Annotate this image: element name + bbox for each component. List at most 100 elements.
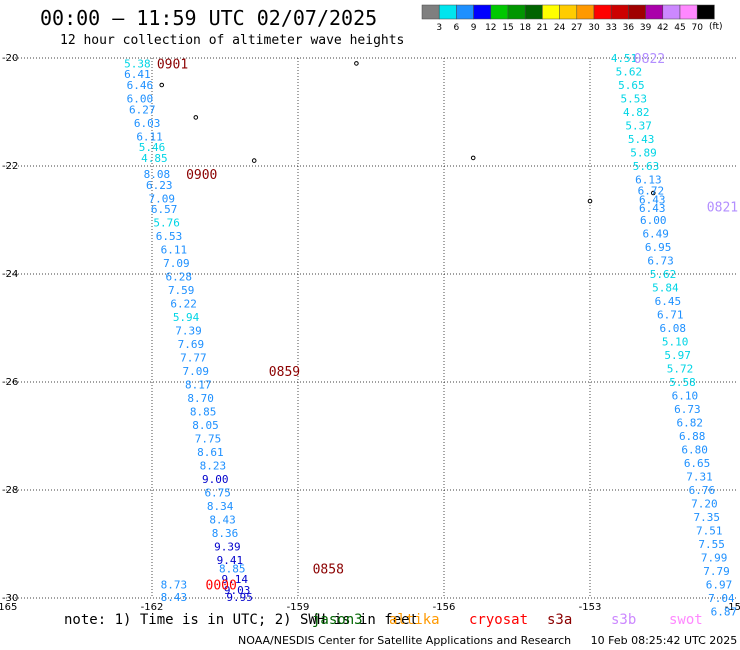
colorbar-swatch bbox=[696, 4, 715, 20]
wave-height-point: 7.09 bbox=[163, 257, 190, 270]
y-tick-label: -24 bbox=[2, 269, 18, 280]
wave-height-point: 6.87 bbox=[711, 606, 738, 619]
page-subtitle: 12 hour collection of altimeter wave hei… bbox=[60, 33, 405, 48]
wave-height-point: 5.76 bbox=[153, 217, 180, 230]
y-tick-label: -26 bbox=[2, 377, 18, 388]
island-marker bbox=[587, 198, 593, 204]
wave-height-point: 9.14 bbox=[221, 573, 248, 586]
colorbar-tick-label: 36 bbox=[623, 23, 635, 33]
wave-height-point: 6.13 bbox=[635, 174, 662, 187]
wave-height-point: 9.00 bbox=[202, 473, 229, 486]
wave-height-point: 6.00 bbox=[127, 93, 154, 106]
wave-height-point: 5.37 bbox=[625, 120, 652, 133]
island-marker bbox=[159, 82, 165, 88]
satellite-legend-item: altika bbox=[389, 612, 440, 628]
wave-height-point: 5.53 bbox=[621, 93, 648, 106]
y-tick-label: -30 bbox=[2, 593, 18, 604]
x-tick-label: -156 bbox=[433, 602, 456, 613]
wave-height-point: 8.43 bbox=[161, 591, 188, 604]
x-tick-label: -159 bbox=[287, 602, 310, 613]
wave-height-point: 6.28 bbox=[166, 271, 193, 284]
wave-height-point: 7.79 bbox=[703, 565, 730, 578]
satellite-legend-item: cryosat bbox=[469, 612, 529, 628]
wave-height-point: 8.34 bbox=[207, 500, 234, 513]
wave-height-point: 5.62 bbox=[616, 66, 643, 79]
colorbar-tick-label: 9 bbox=[471, 23, 477, 33]
colorbar-tick-label: 39 bbox=[640, 23, 652, 33]
y-tick-label: -28 bbox=[2, 485, 18, 496]
wave-height-point: 4.82 bbox=[623, 106, 650, 119]
pass-time-label: 0858 bbox=[313, 562, 344, 577]
wave-height-point: 5.84 bbox=[652, 282, 679, 295]
wave-height-point: 6.73 bbox=[674, 403, 701, 416]
wave-height-point: 7.55 bbox=[698, 538, 725, 551]
wave-height-point: 8.85 bbox=[219, 562, 246, 575]
colorbar-tick-label: 27 bbox=[571, 23, 582, 33]
pass-time-label: 0822 bbox=[634, 52, 665, 67]
wave-height-point: 8.36 bbox=[212, 527, 239, 540]
island-marker bbox=[354, 61, 359, 66]
pass-time-label: 0821 bbox=[707, 201, 738, 216]
wave-height-point: 7.39 bbox=[175, 325, 202, 338]
wave-height-point: 6.76 bbox=[689, 484, 716, 497]
wave-height-point: 6.88 bbox=[679, 430, 706, 443]
wave-height-point: 6.71 bbox=[657, 309, 684, 322]
wave-height-point: 8.73 bbox=[161, 579, 188, 592]
wave-height-point: 6.73 bbox=[647, 255, 674, 268]
satellite-legend-item: jason3 bbox=[312, 612, 363, 628]
wave-height-point: 5.97 bbox=[664, 349, 691, 362]
island-marker bbox=[251, 158, 257, 163]
wave-height-point: 5.10 bbox=[662, 336, 689, 349]
island-marker bbox=[470, 155, 476, 161]
wave-height-point: 6.43 bbox=[639, 193, 666, 206]
wave-height-point: 5.43 bbox=[628, 133, 655, 146]
wave-height-point: 6.53 bbox=[156, 230, 183, 243]
color-legend: 3 6 9 12 15 18 21 24 27 30 33 36 39 42 45 70 bbox=[421, 4, 715, 33]
wave-height-point: 5.58 bbox=[669, 376, 696, 389]
pass-time-label: 0901 bbox=[157, 57, 188, 72]
colorbar-unit-label: (ft) bbox=[709, 22, 723, 32]
wave-height-point: 4.51 bbox=[611, 52, 638, 65]
wave-height-point: 6.95 bbox=[645, 241, 672, 254]
wave-height-point: 6.08 bbox=[659, 322, 686, 335]
wave-height-point: 7.31 bbox=[686, 471, 713, 484]
island-marker bbox=[650, 190, 656, 196]
wave-height-point: 6.80 bbox=[681, 444, 708, 457]
pass-time-label: 0859 bbox=[269, 365, 300, 380]
wave-height-point: 6.22 bbox=[170, 298, 197, 311]
wave-height-point: 5.62 bbox=[650, 268, 677, 281]
colorbar-tick-label: 24 bbox=[554, 23, 566, 33]
wave-height-point: 6.27 bbox=[129, 103, 156, 116]
x-tick-label: -150 bbox=[725, 602, 740, 613]
wave-height-point: 8.43 bbox=[209, 514, 236, 527]
wave-height-point: 8.70 bbox=[187, 392, 214, 405]
wave-height-point: 6.43 bbox=[639, 202, 666, 215]
wave-height-point: 8.05 bbox=[192, 419, 219, 432]
footer-timestamp: 10 Feb 08:25:42 UTC 2025 bbox=[590, 634, 738, 647]
wave-height-point: 9.41 bbox=[217, 554, 244, 567]
colorbar-tick-label: 33 bbox=[605, 23, 616, 33]
wave-height-point: 7.59 bbox=[168, 284, 195, 297]
wave-height-point: 6.97 bbox=[706, 579, 733, 592]
wave-height-point: 8.85 bbox=[190, 406, 217, 419]
wave-height-point: 7.99 bbox=[701, 552, 728, 565]
colorbar-tick-label: 15 bbox=[502, 23, 513, 33]
colorbar-tick-label: 70 bbox=[691, 23, 703, 33]
note-text: note: 1) Time is in UTC; 2) SWH is in fe… bbox=[64, 612, 419, 628]
wave-height-point: 8.17 bbox=[185, 379, 212, 392]
satellite-legend-item: s3b bbox=[611, 612, 637, 628]
wave-height-point: 5.89 bbox=[630, 147, 657, 160]
wave-height-point: 8.08 bbox=[144, 168, 171, 181]
wave-height-point: 7.77 bbox=[180, 352, 207, 365]
footer: NOAA/NESDIS Center for Satellite Applica… bbox=[238, 634, 737, 647]
colorbar-tick-label: 3 bbox=[436, 23, 442, 33]
wave-height-point: 4.85 bbox=[141, 152, 168, 165]
page-title: 00:00 – 11:59 UTC 02/07/2025 bbox=[40, 6, 378, 30]
wave-height-point: 9.95 bbox=[226, 591, 253, 604]
island-marker bbox=[193, 115, 199, 120]
wave-height-point: 6.41 bbox=[124, 68, 151, 81]
pass-time-label: 0900 bbox=[186, 168, 217, 183]
wave-height-point: 9.39 bbox=[214, 541, 241, 554]
wave-height-point: 8.23 bbox=[200, 460, 227, 473]
